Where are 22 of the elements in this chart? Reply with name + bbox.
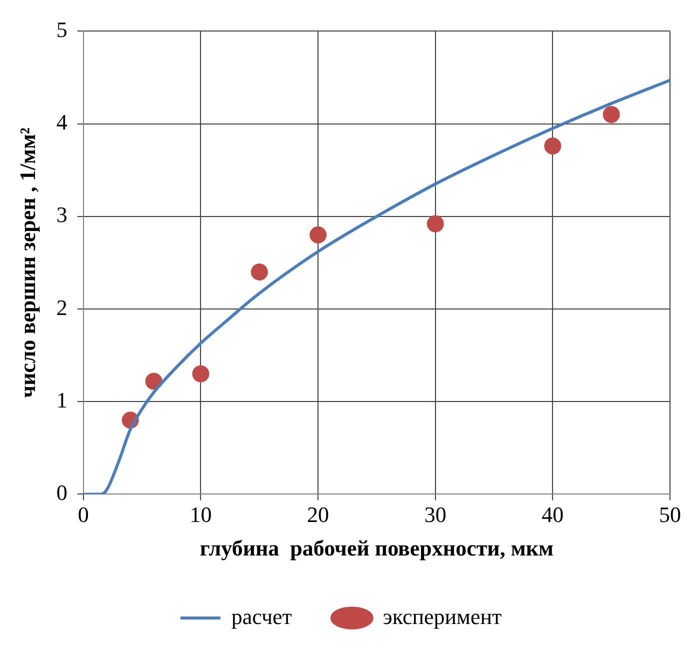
y-tick-label: 3	[56, 202, 68, 228]
x-tick-label: 10	[190, 502, 212, 528]
y-tick-label: 4	[56, 110, 68, 135]
point	[602, 106, 620, 124]
y-tick-label: 0	[56, 480, 68, 505]
legend-label: эксперимент	[382, 604, 502, 629]
legend-label: расчет	[231, 604, 292, 629]
x-tick-label: 20	[307, 502, 330, 528]
point	[192, 365, 210, 382]
point	[544, 138, 562, 155]
point	[310, 226, 327, 244]
point	[426, 215, 444, 232]
x-axis-title: глубина рабочей поверхности, мкм	[200, 535, 554, 560]
y-tick-label: 5	[56, 16, 68, 42]
x-tick-label: 50	[659, 502, 681, 528]
x-tick-label: 40	[542, 502, 564, 528]
x-tick-label: 0	[78, 502, 89, 528]
y-tick-label: 1	[56, 387, 68, 412]
y-axis-title: число вершин зерен , 1/мм²	[14, 127, 40, 398]
y-tick-label: 2	[56, 294, 68, 320]
x-tick-label: 30	[424, 502, 446, 528]
point	[250, 263, 268, 280]
